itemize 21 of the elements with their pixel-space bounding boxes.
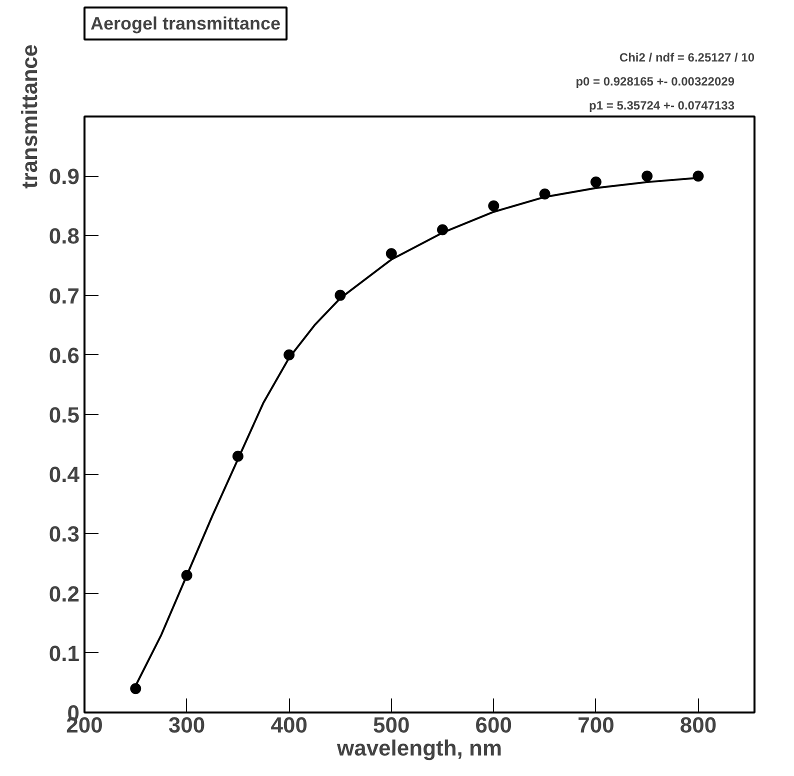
text: p0 = 0.928165 +- 0.00322029 (576, 74, 735, 88)
text: Chi2 / ndf = 6.25127 / 10 (619, 50, 755, 64)
y-axis-title: transmittance (16, 44, 42, 189)
x-tick-label: 500 (373, 712, 410, 738)
x-tick-label: 700 (578, 712, 614, 738)
y-tick-label: 0.3 (48, 522, 80, 547)
y-tick-label: 0.7 (48, 283, 80, 308)
y-tick-label: 0.1 (48, 640, 80, 666)
y-tick-label: 0.8 (48, 224, 80, 249)
text: p1 = 5.35724 +- 0.0747133 (589, 98, 735, 112)
y-tick-label: 0.5 (48, 402, 80, 428)
y-tick-label: 0.2 (48, 581, 80, 606)
x-tick-label: 300 (168, 712, 206, 738)
x-tick-label: 600 (475, 712, 512, 738)
x-tick-label: 800 (680, 712, 717, 738)
chart-title: Aerogel transmittance (90, 14, 281, 34)
y-tick-label: 0.4 (48, 462, 80, 488)
y-tick-label: 0.9 (48, 164, 80, 190)
y-tick-label: 0.6 (48, 342, 80, 368)
x-axis-title: wavelength, nm (336, 736, 502, 760)
x-tick-label: 400 (270, 712, 308, 738)
